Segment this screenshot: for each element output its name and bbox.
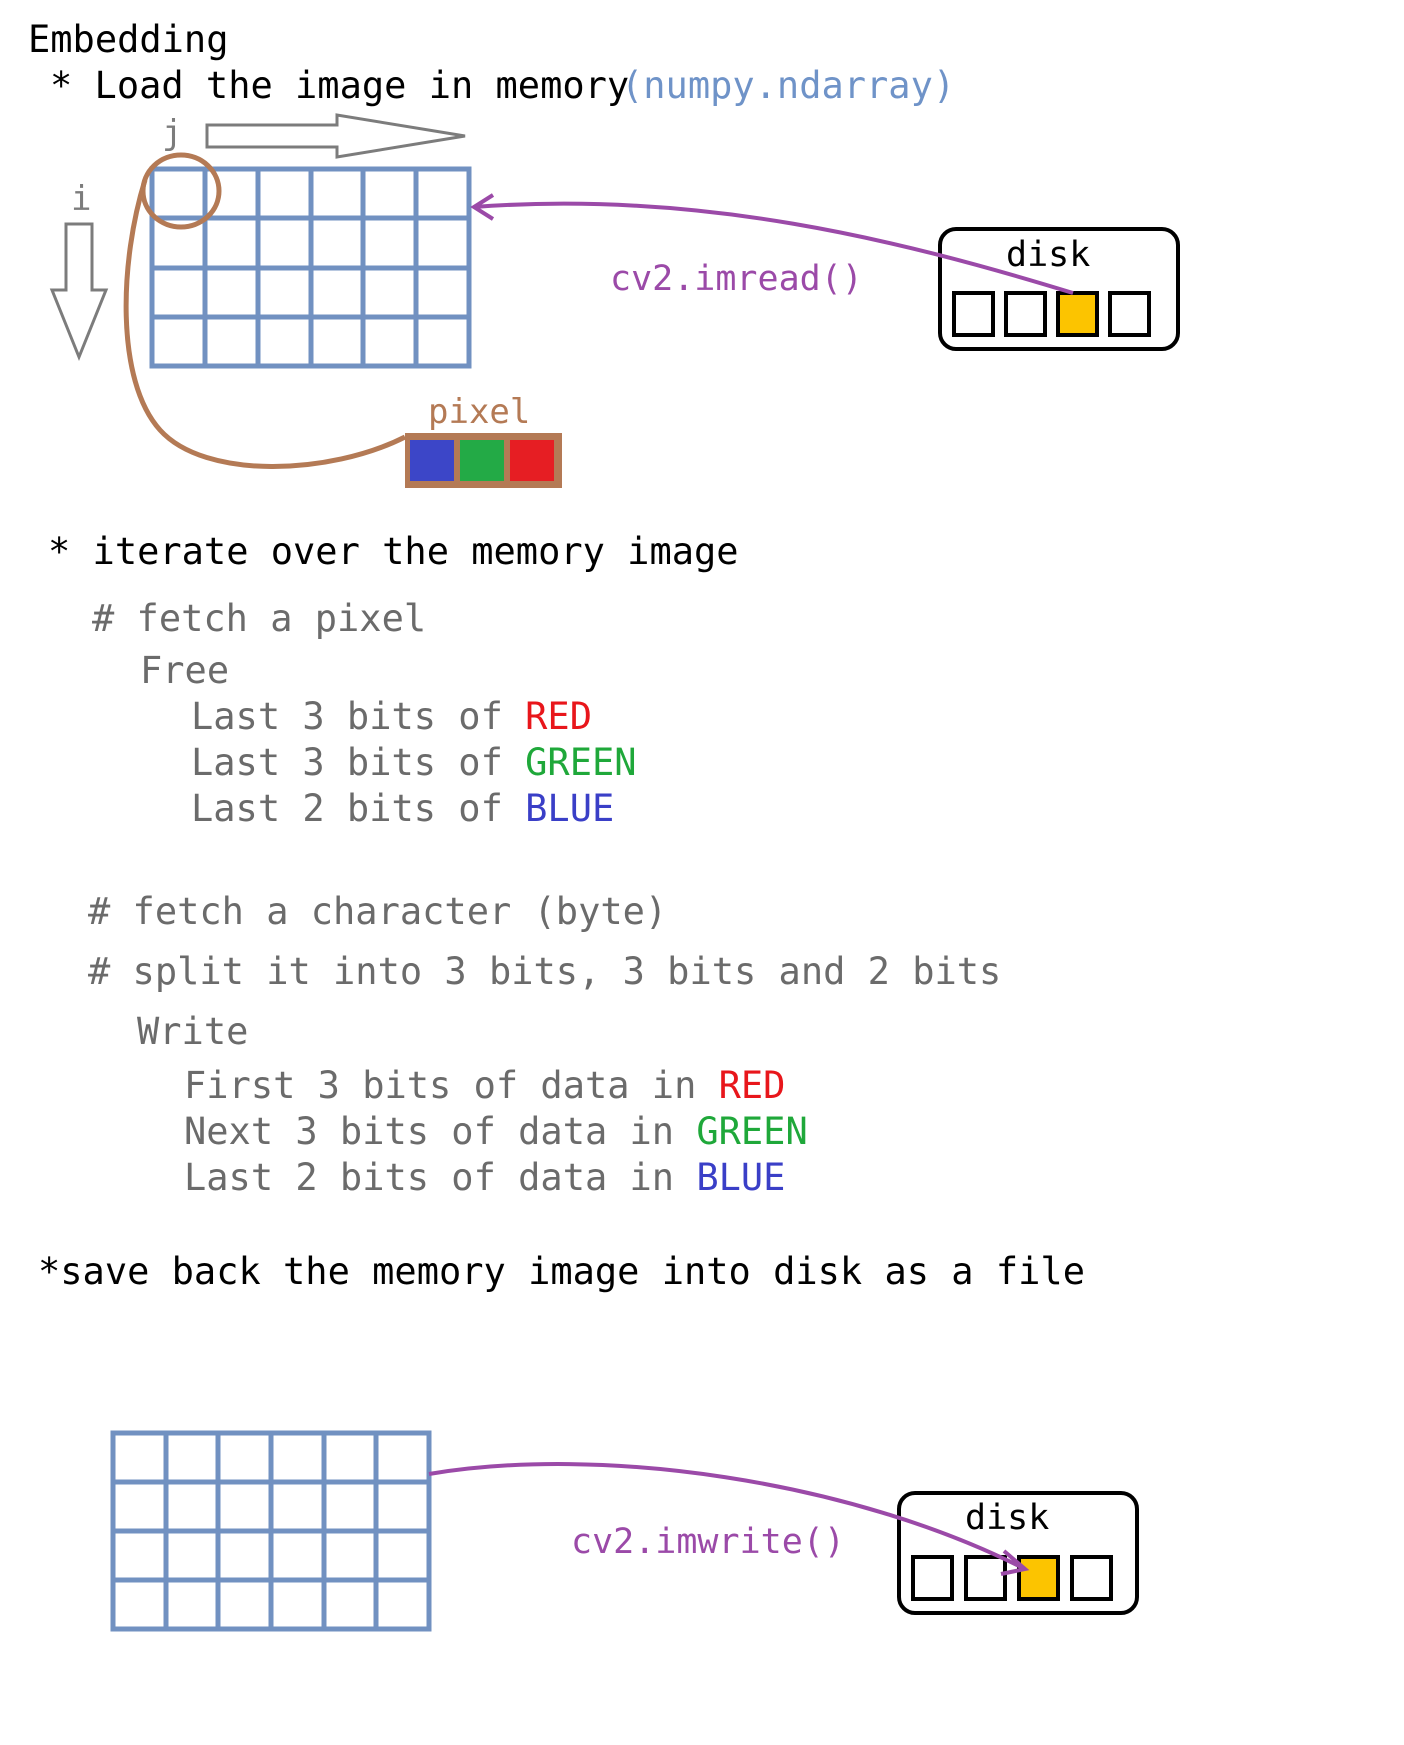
disk-slot	[1004, 291, 1047, 337]
memory-image-grid	[149, 166, 472, 369]
j-label: j	[162, 113, 183, 153]
imread-arrow	[473, 201, 1074, 295]
i-label: i	[71, 179, 92, 219]
write-line: First 3 bits of data in RED	[184, 1064, 786, 1107]
pixel-green-channel	[460, 440, 504, 481]
step2-bullet: * iterate over the memory image	[48, 530, 739, 573]
disk-label: disk	[965, 1498, 1050, 1538]
disk-label: disk	[1006, 235, 1091, 275]
pixel-red-channel	[510, 440, 554, 481]
pixel-blue-channel	[410, 440, 454, 481]
imwrite-label: cv2.imwrite()	[571, 1522, 845, 1562]
disk-slot-filled	[1056, 291, 1099, 337]
imread-arrowhead-icon	[470, 193, 495, 221]
i-arrow-icon	[49, 222, 109, 362]
fetch-pixel-comment: # fetch a pixel	[92, 597, 427, 640]
free-line: Last 3 bits of GREEN	[191, 741, 637, 784]
step3-bullet: *save back the memory image into disk as…	[38, 1250, 1085, 1293]
disk-slot	[1108, 291, 1151, 337]
step1-bullet: * Load the image in memory	[50, 64, 630, 107]
split-comment: # split it into 3 bits, 3 bits and 2 bit…	[88, 950, 1002, 993]
free-label: Free	[140, 649, 230, 692]
free-line: Last 2 bits of BLUE	[191, 787, 615, 830]
write-line: Next 3 bits of data in GREEN	[184, 1110, 808, 1153]
heading: Embedding	[28, 18, 229, 61]
disk-slot	[952, 291, 995, 337]
fetch-char-comment: # fetch a character (byte)	[88, 890, 668, 933]
type-hint: (numpy.ndarray)	[621, 64, 956, 107]
pixel-label: pixel	[428, 392, 531, 432]
j-arrow-icon	[205, 113, 466, 159]
write-label: Write	[137, 1010, 249, 1053]
imread-label: cv2.imread()	[610, 259, 863, 299]
free-line: Last 3 bits of RED	[191, 695, 592, 738]
pixel-connector	[123, 179, 407, 469]
write-line: Last 2 bits of data in BLUE	[184, 1156, 786, 1199]
